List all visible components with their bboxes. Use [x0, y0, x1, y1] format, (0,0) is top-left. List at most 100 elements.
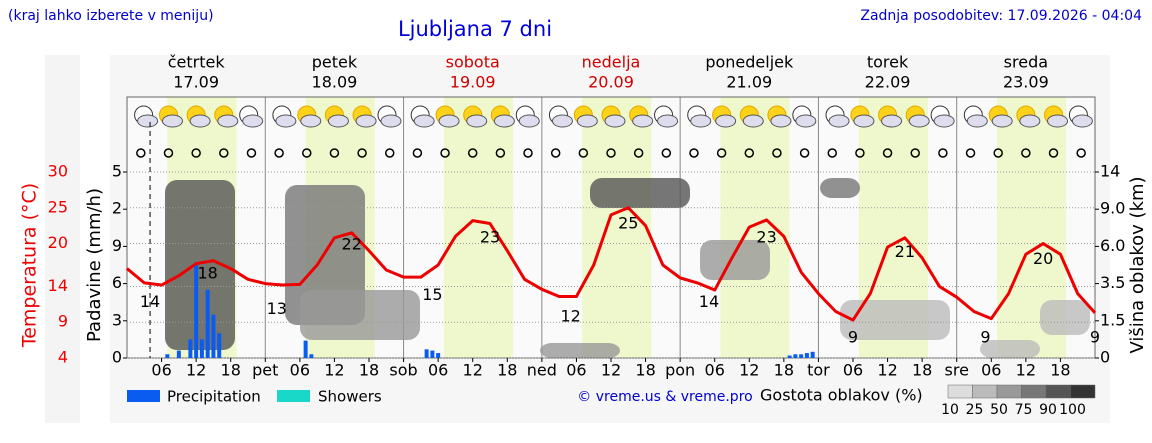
precip-bar — [303, 340, 308, 358]
precip-bar — [430, 350, 435, 358]
density-level: 25 — [966, 402, 984, 418]
temperature-label: 14 — [699, 292, 719, 311]
legend-swatch — [127, 390, 160, 402]
cloud-density — [1040, 300, 1090, 335]
wind-symbol — [246, 148, 257, 158]
wind-symbol — [384, 148, 395, 158]
density-label: Gostota oblakov (%) — [760, 386, 923, 405]
weather-icon — [690, 114, 712, 128]
weather-icon — [551, 114, 573, 128]
wind-symbol — [495, 148, 506, 158]
precip-tick-label: 9 — [112, 236, 122, 255]
wind-symbol — [689, 148, 699, 158]
cloud-axis-label: Višina oblakov (km) — [1127, 176, 1148, 353]
temperature-label: 20 — [1033, 249, 1053, 268]
x-tick-label: pon — [665, 361, 695, 380]
temperature-label: 9 — [848, 328, 858, 347]
temperature-label: 9 — [1090, 328, 1100, 347]
wind-symbol — [855, 148, 865, 158]
wind-symbol — [965, 148, 976, 158]
cloud-tick-label: 6.0 — [1100, 236, 1125, 255]
precip-bar — [810, 351, 815, 358]
wind-symbol — [827, 148, 838, 158]
temperature-label: 21 — [895, 242, 915, 261]
cloud-tick-label: 14 — [1100, 162, 1120, 181]
precip-bar — [199, 339, 204, 358]
wind-symbol — [412, 148, 423, 158]
wind-symbol — [163, 148, 174, 158]
x-tick-label: ned — [527, 361, 557, 380]
wind-symbol — [136, 148, 146, 158]
weather-icon — [632, 114, 654, 128]
weather-icon — [908, 114, 930, 128]
precip-bar — [424, 349, 429, 358]
precip-axis-label: Padavine (mm/h) — [84, 188, 105, 342]
density-swatch — [1070, 384, 1096, 399]
wind-symbol — [661, 148, 672, 158]
x-tick-label: 12 — [1016, 361, 1036, 380]
weather-icon — [991, 114, 1013, 128]
wind-symbol — [910, 148, 920, 158]
weather-icon — [881, 114, 903, 128]
temperature-label: 9 — [980, 328, 990, 347]
wind-symbol — [219, 148, 229, 158]
temp-tick-label: 9 — [58, 312, 68, 331]
legend-label: Showers — [318, 388, 382, 406]
precip-tick-label: 6 — [112, 273, 122, 292]
day-name: četrtek — [168, 53, 226, 72]
cloud-density — [840, 300, 950, 340]
x-tick-label: 18 — [912, 361, 932, 380]
weather-icon — [466, 114, 488, 128]
temperature-label: 13 — [267, 299, 287, 318]
weather-icon — [438, 114, 460, 128]
weather-icon — [217, 114, 239, 128]
cloud-tick-label: 1.5 — [1100, 310, 1125, 329]
wind-symbol — [993, 148, 1003, 158]
x-tick-label: 06 — [705, 361, 725, 380]
x-tick-label: 12 — [324, 361, 344, 380]
day-name: torek — [867, 53, 909, 72]
weather-icon — [657, 114, 679, 128]
cloud-density — [300, 290, 420, 340]
wind-symbol — [440, 148, 450, 158]
wind-symbol — [744, 148, 755, 158]
wind-symbol — [1048, 148, 1059, 158]
chart-title: Ljubljana 7 dni — [398, 17, 552, 41]
weather-icon — [770, 114, 792, 128]
wind-symbol — [302, 148, 312, 158]
x-tick-label: 18 — [497, 361, 517, 380]
precip-bar — [211, 314, 216, 358]
density-swatch — [947, 384, 973, 399]
temp-tick-label: 25 — [48, 197, 68, 216]
density-level: 75 — [1015, 402, 1033, 418]
temp-tick-label: 14 — [48, 276, 68, 295]
cloud-density — [540, 343, 620, 358]
temp-tick-label: 20 — [48, 233, 68, 252]
density-level: 90 — [1039, 402, 1057, 418]
temperature-label: 25 — [618, 213, 638, 232]
x-tick-label: 12 — [463, 361, 483, 380]
wind-symbol — [329, 148, 340, 158]
density-level: 100 — [1059, 402, 1086, 418]
precip-bar — [804, 353, 809, 358]
density-swatch — [996, 384, 1022, 399]
precip-tick-label: 0 — [112, 348, 122, 367]
x-tick-label: tor — [807, 361, 830, 380]
x-tick-label: 18 — [359, 361, 379, 380]
precip-bar — [176, 350, 181, 358]
x-tick-label: 12 — [739, 361, 759, 380]
precip-tick-label: 5 — [112, 162, 122, 181]
day-date: 19.09 — [450, 73, 496, 92]
x-tick-label: sob — [389, 361, 417, 380]
density-level: 10 — [941, 402, 959, 418]
x-tick-label: sre — [945, 361, 969, 380]
weather-icon — [795, 114, 817, 128]
day-date: 22.09 — [865, 73, 911, 92]
temperature-label: 23 — [756, 228, 776, 247]
weather-icon — [742, 114, 764, 128]
cloud-density — [980, 340, 1040, 358]
day-name: nedelja — [582, 53, 641, 72]
x-tick-label: 12 — [601, 361, 621, 380]
temp-axis-label: Temperatura (°C) — [19, 183, 41, 348]
